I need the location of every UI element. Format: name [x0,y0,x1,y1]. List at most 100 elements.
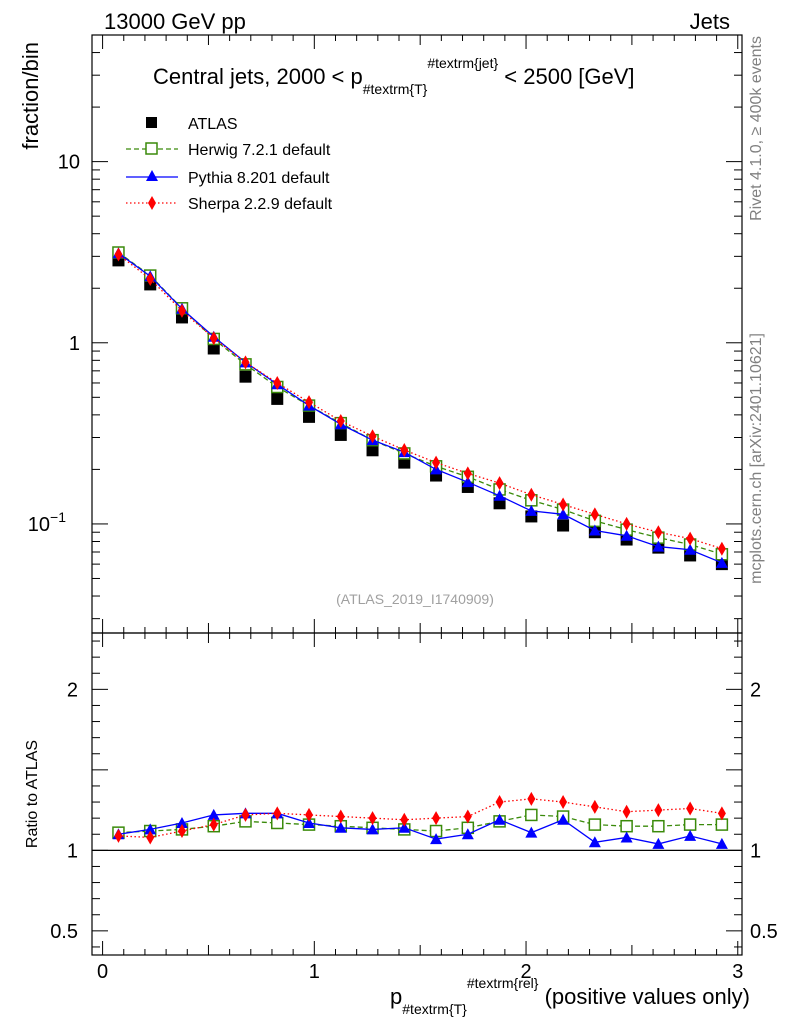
ratio-y-tick-label: 1 [750,840,761,862]
ratio-y-tick-label: 0.5 [750,921,778,943]
ratio-y-tick-label: 1 [67,840,78,862]
ratio-point-sherpa [305,807,314,822]
data-point-sherpa [368,429,377,444]
data-point-sherpa [146,271,155,286]
legend-entry-herwig: Herwig 7.2.1 default [126,142,331,159]
data-point-atlas [334,428,347,441]
ratio-point-pythia [303,816,316,828]
x-axis-label-sub: #textrm{T} [402,1001,467,1017]
main-panel: 10−1 1 10 fraction/bin Central jets, 2000 … [18,34,743,634]
header-left-label: 13000 GeV pp [104,9,246,34]
main-axis-ticks: 10−1 1 10 [28,34,742,633]
ratio-point-sherpa [686,801,695,816]
chart-title-sup: #textrm{jet} [427,55,498,71]
data-point-sherpa [495,476,504,491]
x-tick-label: 3 [732,961,743,983]
data-point-atlas [366,444,379,457]
data-point-atlas [557,519,570,532]
data-point-pythia [588,524,601,536]
ratio-plot-frame [91,632,743,956]
data-point-sherpa [241,355,250,370]
ratio-point-sherpa [368,811,377,826]
ratio-point-pythia [588,836,601,848]
series-herwig [112,246,729,561]
ratio-point-pythia [715,837,728,849]
data-point-atlas [303,410,316,423]
data-point-sherpa [686,531,695,546]
ratio-point-sherpa [336,809,345,824]
ratio-point-sherpa [654,803,663,818]
data-point-sherpa [209,331,218,346]
legend-entry-atlas: ATLAS [146,116,238,133]
legend-label-sherpa: Sherpa 2.2.9 default [188,196,333,213]
ratio-y-tick-label: 2 [67,679,78,701]
data-point-sherpa [305,395,314,410]
chart-title: Central jets, 2000 < p#textrm{T} #textrm{… [153,55,635,97]
y-tick-label: 1 [69,333,80,355]
ratio-point-herwig [652,819,665,833]
chart-title-pre: Central jets, 2000 < p [153,64,363,89]
legend: ATLAS Herwig 7.2.1 default Pythia 8.201 … [126,116,333,213]
x-tick-label: 2 [520,961,531,983]
series-line-sherpa [118,254,723,550]
ratio-line-sherpa [118,798,722,839]
legend-entry-sherpa: Sherpa 2.2.9 default [126,196,333,213]
ratio-point-pythia [684,829,697,841]
chart-title-sub: #textrm{T} [363,81,428,97]
ratio-line-pythia [118,812,723,845]
legend-entry-pythia: Pythia 8.201 default [126,170,330,187]
data-point-sherpa [527,487,536,502]
data-point-pythia [557,508,570,520]
ratio-point-sherpa [590,799,599,814]
data-point-sherpa [559,497,568,512]
ratio-y-tick-label: 0.5 [50,921,78,943]
x-axis-label-pre: p [390,984,402,1009]
ratio-series-pythia [112,807,728,849]
ratio-point-pythia [366,823,379,835]
ratio-point-herwig [683,818,697,831]
ratio-series-sherpa [114,791,726,845]
legend-label-herwig: Herwig 7.2.1 default [188,142,331,159]
data-point-sherpa [622,516,631,531]
ratio-y-axis-label: Ratio to ATLAS [24,740,41,848]
legend-marker-atlas [146,117,157,128]
series-atlas [112,254,728,571]
ratio-point-pythia [430,833,443,845]
data-point-sherpa [717,541,726,556]
x-tick-label: 0 [97,961,108,983]
data-point-sherpa [177,303,186,318]
x-axis-label-sup: #textrm{rel} [467,975,539,991]
legend-label-pythia: Pythia 8.201 default [188,170,330,187]
y-tick-label: 10 [58,152,80,174]
legend-label-atlas: ATLAS [188,116,238,133]
ratio-point-pythia [461,828,474,840]
ratio-point-sherpa [463,809,472,824]
data-point-pythia [461,476,474,488]
legend-marker-sherpa [148,196,156,210]
series-line-herwig [118,251,723,555]
ratio-point-sherpa [622,804,631,819]
data-point-pythia [652,540,665,552]
data-point-sherpa [114,247,123,262]
ratio-point-sherpa [717,806,726,821]
data-point-sherpa [654,525,663,540]
ratio-point-herwig [588,818,602,831]
series-pythia [112,247,728,568]
data-point-atlas [271,392,284,405]
ratio-point-pythia [493,813,506,825]
ratio-point-sherpa [146,830,155,845]
ratio-point-sherpa [177,824,186,839]
series-line-pythia [118,252,723,564]
data-point-atlas [207,342,220,355]
x-tick-label: 1 [309,961,320,983]
analysis-watermark: (ATLAS_2019_I1740909) [336,591,494,607]
legend-marker-herwig [145,142,158,155]
data-point-sherpa [432,455,441,470]
ratio-point-sherpa [114,828,123,843]
ratio-point-pythia [398,821,411,833]
ratio-point-sherpa [209,817,218,832]
ratio-point-sherpa [273,806,282,821]
ratio-point-sherpa [432,811,441,826]
rivet-version-label: Rivet 4.1.0, ≥ 400k events [748,36,765,221]
